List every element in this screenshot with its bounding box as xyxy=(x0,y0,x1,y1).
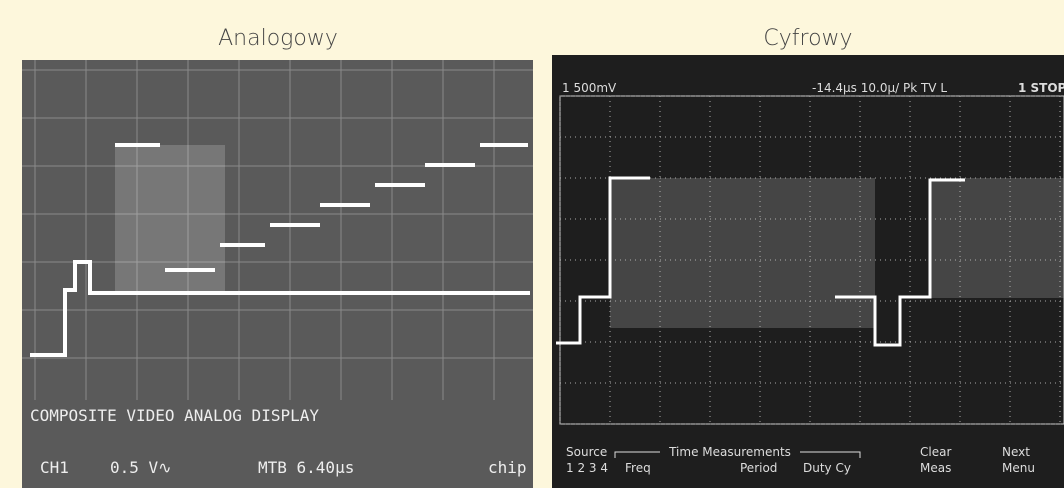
screen-text: 1 2 3 4 xyxy=(566,461,608,475)
screen-text: Freq xyxy=(625,461,651,475)
figure: Analogowy Cyfrowy COMPOSITE VIDEO ANALOG… xyxy=(0,0,1064,488)
screen-text: Clear xyxy=(920,445,951,459)
screen-text: Time Measurements xyxy=(668,445,791,459)
burst xyxy=(115,145,225,293)
screen-text: Meas xyxy=(920,461,951,475)
trace-cloud xyxy=(610,178,875,328)
page: Analogowy Cyfrowy COMPOSITE VIDEO ANALOG… xyxy=(0,0,1064,488)
screen-text: Next xyxy=(1002,445,1030,459)
screen-text: Source xyxy=(566,445,607,459)
screen-text: -14.4µs 10.0µ/ Pk TV L xyxy=(812,81,947,95)
trace-cloud xyxy=(930,178,1064,298)
caption: Cyfrowy xyxy=(763,26,852,51)
caption: Analogowy xyxy=(218,26,338,51)
screen-text: Menu xyxy=(1002,461,1035,475)
screen-text: 0.5 V∿ xyxy=(110,458,172,477)
screen-text: CH1 xyxy=(40,458,69,477)
screen-text: Duty Cy xyxy=(803,461,851,475)
screen-text: 1 STOP xyxy=(1018,81,1064,95)
screen-text: MTB 6.40µs xyxy=(258,458,354,477)
screen-text: chip xyxy=(488,458,527,477)
screen-text: 1 500mV xyxy=(562,81,617,95)
screen-text: Period xyxy=(740,461,777,475)
screen-text: COMPOSITE VIDEO ANALOG DISPLAY xyxy=(30,406,319,425)
